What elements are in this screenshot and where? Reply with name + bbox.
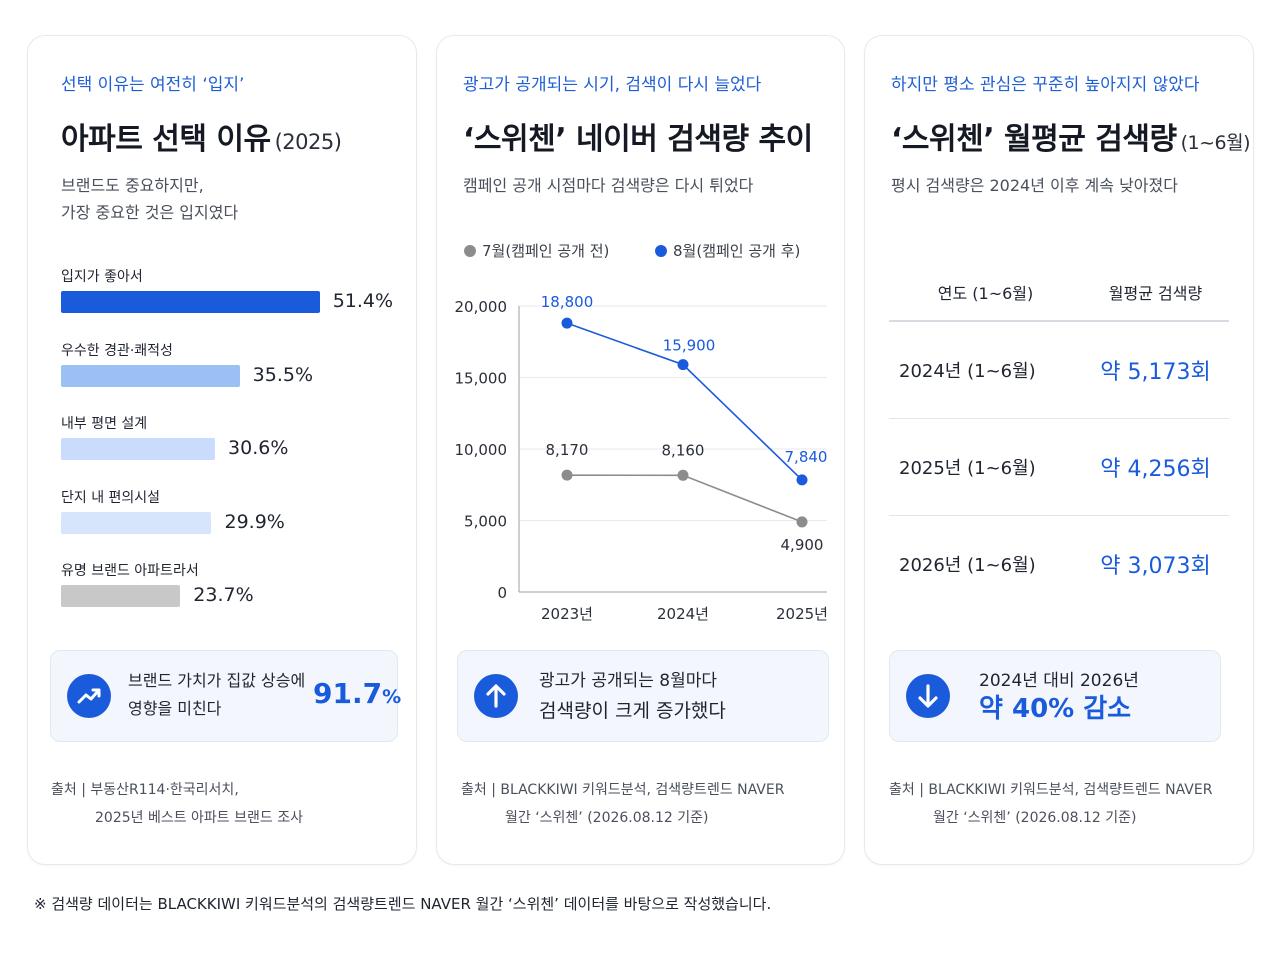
x-tick-label: 2024년 (657, 605, 709, 623)
data-point (796, 516, 808, 528)
callout-text-2: 검색량이 크게 증가했다 (539, 700, 726, 722)
bar (61, 438, 216, 460)
table-cell-value: 약 4,256회 (1082, 418, 1229, 516)
data-label: 18,800 (541, 293, 594, 311)
source-line-1: 출처 | BLACKKIWI 키워드분석, 검색량트렌드 NAVER (889, 782, 1213, 798)
data-point (677, 359, 689, 371)
source-line-1: 출처 | 부동산R114·한국리서치, (51, 782, 239, 798)
table-cell-year: 2024년 (1~6월) (889, 321, 1082, 419)
data-label: 4,900 (781, 536, 824, 554)
table-header-row: 연도 (1~6월) 월평균 검색량 (889, 264, 1229, 322)
august-increase-callout: 광고가 공개되는 8월마다 검색량이 크게 증가했다 (457, 650, 829, 742)
card-eyebrow: 하지만 평소 관심은 꾸준히 높아지지 않았다 (891, 75, 1200, 95)
source-note: 출처 | BLACKKIWI 키워드분석, 검색량트렌드 NAVER 월간 ‘스… (889, 776, 1212, 832)
monthly-average-table: 연도 (1~6월) 월평균 검색량 2024년 (1~6월) 약 5,173회 … (889, 264, 1229, 612)
card-eyebrow: 광고가 공개되는 시기, 검색이 다시 늘었다 (463, 75, 762, 95)
card-title: ‘스위첸’ 월평균 검색량 (1~6월) (891, 122, 1251, 157)
source-line-2: 월간 ‘스위첸’ (2026.08.12 기준) (505, 810, 709, 826)
legend-item-august: 8월(캠페인 공개 후) (655, 240, 800, 261)
bar-value-label: 23.7% (193, 584, 254, 606)
search-volume-line-chart: 20,000 15,000 10,000 5,000 0 2023년 2024년 2025년 8… (455, 293, 828, 623)
card-subtitle: 브랜드도 중요하지만, 가장 중요한 것은 입지였다 (61, 176, 239, 222)
table-cell-value: 약 3,073회 (1100, 554, 1211, 579)
legend-dot-blue (655, 245, 667, 257)
table-cell-year: 2025년 (1~6월) (889, 418, 1082, 516)
arrow-up-icon (474, 674, 518, 718)
bar (61, 291, 320, 313)
bar (61, 364, 240, 387)
bar-label: 유명 브랜드 아파트라서 (61, 563, 199, 579)
title-suffix: (1~6월) (1180, 132, 1251, 154)
brand-choice-card: 선택 이유는 여전히 ‘입지’ 아파트 선택 이유 (2025) 브랜드도 중요하… (27, 35, 417, 865)
x-tick-label: 2023년 (541, 605, 593, 623)
callout-text-2: 영향을 미친다 (128, 699, 222, 718)
callout-text-2: 약 40% 감소 (979, 694, 1132, 724)
callout-value: 91.7% (313, 677, 402, 710)
legend-dot-gray (464, 245, 476, 257)
legend-item-july: 7월(캠페인 공개 전) (464, 240, 609, 261)
search-trend-card: 광고가 공개되는 시기, 검색이 다시 늘었다 ‘스위첸’ 네이버 검색량 추이… (436, 35, 845, 865)
y-tick-label: 15,000 (455, 370, 508, 388)
bar-label: 단지 내 편의시설 (61, 489, 161, 506)
bar-value-label: 35.5% (252, 363, 314, 386)
source-note: 출처 | 부동산R114·한국리서치, 2025년 베스트 아파트 브랜드 조사 (51, 776, 303, 832)
bar-value-label: 51.4% (332, 290, 394, 312)
bar-label: 우수한 경관·쾌적성 (61, 342, 173, 359)
card-subtitle: 캠페인 공개 시점마다 검색량은 다시 튀었다 (463, 176, 754, 195)
y-tick-label: 10,000 (455, 441, 508, 459)
footnote: ※ 검색량 데이터는 BLACKKIWI 키워드분석의 검색량트렌드 NAVER… (34, 895, 772, 913)
data-label: 8,170 (546, 441, 589, 459)
bar (61, 585, 181, 607)
callout-text-1: 광고가 공개되는 8월마다 (539, 671, 718, 691)
source-note: 출처 | BLACKKIWI 키워드분석, 검색량트렌드 NAVER 월간 ‘스… (461, 776, 784, 832)
table-cell-year: 2026년 (1~6월) (899, 555, 1036, 576)
source-line-2: 월간 ‘스위첸’ (2026.08.12 기준) (933, 810, 1137, 826)
source-line-1: 출처 | BLACKKIWI 키워드분석, 검색량트렌드 NAVER (461, 782, 785, 798)
data-label: 8,160 (662, 441, 705, 459)
series-line (566, 474, 803, 523)
data-point (561, 317, 573, 329)
data-label: 7,840 (785, 448, 828, 466)
data-point (677, 469, 689, 481)
bar (61, 511, 212, 534)
monthly-average-card: 하지만 평소 관심은 꾸준히 높아지지 않았다 ‘스위첸’ 월평균 검색량 (1~… (864, 35, 1254, 865)
decrease-callout: 2024년 대비 2026년 약 40% 감소 (889, 650, 1221, 742)
table-row: 2025년 (1~6월) 약 4,256회 (889, 418, 1229, 516)
card-title: ‘스위첸’ 네이버 검색량 추이 (463, 122, 813, 157)
title-suffix: (2025) (274, 130, 342, 154)
x-tick-label: 2025년 (776, 605, 828, 623)
source-line-2: 2025년 베스트 아파트 브랜드 조사 (95, 810, 303, 826)
callout-text-1: 브랜드 가치가 집값 상승에 (128, 671, 306, 690)
bar-label: 입지가 좋아서 (61, 269, 143, 285)
data-point (561, 469, 573, 481)
table-row: 2024년 (1~6월) 약 5,173회 (889, 321, 1229, 419)
table-cell-value: 약 5,173회 (1082, 321, 1229, 419)
arrow-down-icon (906, 674, 950, 718)
card-eyebrow: 선택 이유는 여전히 ‘입지’ (61, 75, 245, 95)
card-subtitle: 평시 검색량은 2024년 이후 계속 낮아졌다 (891, 176, 1178, 195)
y-tick-label: 5,000 (464, 513, 507, 531)
y-tick-label: 0 (497, 584, 507, 602)
data-point (796, 474, 808, 486)
brand-value-callout: 브랜드 가치가 집값 상승에 영향을 미친다 91.7% (50, 650, 402, 742)
table-header: 연도 (1~6월) (889, 264, 1082, 322)
bar-value-label: 29.9% (224, 510, 285, 533)
bar-value-label: 30.6% (228, 437, 289, 459)
callout-text-1: 2024년 대비 2026년 (979, 671, 1139, 691)
card-title: 아파트 선택 이유 (2025) (61, 122, 342, 157)
trending-up-icon (67, 674, 111, 718)
table-row: 2026년 (1~6월) 약 3,073회 (889, 516, 1229, 613)
data-label: 15,900 (663, 337, 716, 355)
table-header: 월평균 검색량 (1082, 264, 1229, 322)
bar-label: 내부 평면 설계 (61, 416, 148, 432)
y-tick-label: 20,000 (455, 298, 508, 316)
